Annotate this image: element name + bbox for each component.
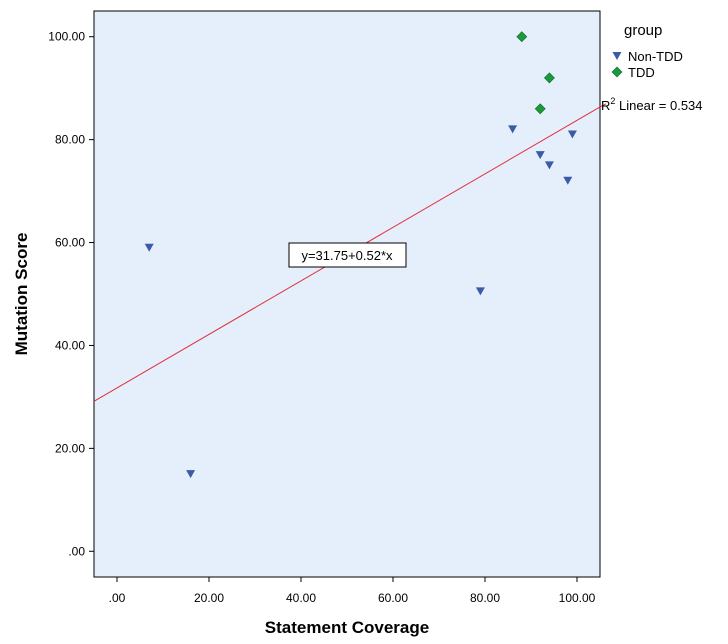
y-tick-label: 80.00 [55, 133, 85, 147]
non-tdd-point [567, 130, 577, 139]
fit-line-extension [599, 103, 607, 108]
y-tick-label: .00 [68, 544, 85, 558]
x-tick-label: 80.00 [470, 591, 500, 605]
equation-annotation: y=31.75+0.52*x [288, 242, 407, 268]
legend-label: Non-TDD [628, 49, 683, 64]
non-tdd-point [544, 161, 554, 170]
non-tdd-point [563, 176, 573, 185]
non-tdd-point [144, 243, 154, 252]
y-axis-title: Mutation Score [12, 233, 31, 356]
x-axis-title: Statement Coverage [265, 618, 429, 637]
y-tick-label: 40.00 [55, 338, 85, 352]
x-tick-label: 60.00 [378, 591, 408, 605]
non-tdd-point [535, 151, 545, 160]
x-tick-label: 20.00 [194, 591, 224, 605]
x-tick-label: 100.00 [559, 591, 596, 605]
y-tick-label: 60.00 [55, 236, 85, 250]
y-tick-label: 20.00 [55, 441, 85, 455]
legend-marker-non-tdd [612, 52, 622, 60]
legend-marker-tdd [611, 66, 623, 78]
legend-title: group [624, 22, 662, 39]
axis-ticks: .00 20.00 40.00 60.00 80.00 100.00 .00 20.00 40.… [48, 30, 595, 605]
non-tdd-point [475, 287, 485, 296]
r2-annotation: R2 Linear = 0.534 [601, 96, 703, 113]
tdd-point [534, 103, 546, 115]
y-tick-label: 100.00 [48, 30, 85, 44]
legend-label: TDD [628, 65, 655, 80]
x-tick-label: .00 [109, 591, 126, 605]
x-tick-label: 40.00 [286, 591, 316, 605]
r2-label: R2 Linear = 0.534 [601, 96, 703, 113]
equation-box [288, 242, 407, 268]
plot-area [93, 10, 601, 578]
non-tdd-point [186, 470, 196, 479]
equation-label: y=31.75+0.52*x [301, 248, 393, 263]
tdd-point [543, 72, 555, 84]
plot-area-group [93, 10, 601, 578]
tdd-point [516, 31, 528, 43]
data-points [144, 31, 577, 479]
non-tdd-point [508, 125, 518, 134]
